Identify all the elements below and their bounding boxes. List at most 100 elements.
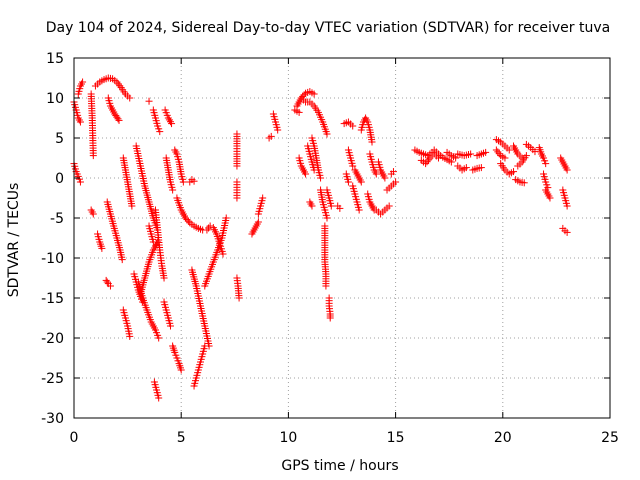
- series-arc22: [160, 298, 174, 330]
- x-tick-label: 5: [177, 430, 186, 446]
- plot-frame: [73, 57, 611, 419]
- series-arc54: [342, 170, 352, 186]
- data-point: [522, 152, 530, 160]
- series-arc12: [119, 306, 134, 340]
- series-arc25: [169, 342, 185, 374]
- data-point: [156, 128, 164, 136]
- series-arc60: [374, 158, 389, 182]
- y-tick-label: -30: [41, 411, 64, 427]
- data-point: [467, 150, 475, 158]
- data-point: [267, 132, 275, 140]
- series-arc17: [145, 222, 157, 246]
- y-tick-label: -15: [41, 291, 64, 307]
- series-arc53: [344, 146, 357, 170]
- data-point: [166, 322, 174, 330]
- data-point: [155, 394, 163, 402]
- y-tick-label: -10: [41, 251, 64, 267]
- data-point: [326, 314, 334, 322]
- data-point: [219, 250, 227, 258]
- x-tick-label: 0: [70, 430, 79, 446]
- series-arc79: [535, 144, 550, 168]
- data-point: [168, 120, 176, 128]
- series-arc31: [201, 214, 230, 290]
- data-point: [233, 162, 241, 170]
- data-point: [520, 179, 528, 187]
- data-point: [505, 146, 513, 154]
- series-arc37: [254, 194, 267, 218]
- series-arc8: [102, 276, 114, 290]
- data-point: [317, 174, 325, 182]
- series-arc26: [171, 146, 187, 186]
- series-arc81: [542, 186, 554, 202]
- series-arc39: [269, 110, 282, 134]
- data-point: [76, 178, 84, 186]
- data-point: [106, 282, 114, 290]
- series-arc83: [559, 186, 571, 210]
- data-point: [206, 222, 214, 230]
- series-arc9: [103, 198, 126, 264]
- series-arc84: [559, 224, 571, 236]
- data-point: [155, 334, 163, 342]
- series-arc78: [522, 140, 539, 156]
- data-point: [114, 115, 122, 123]
- data-point: [128, 202, 136, 210]
- series-arc69: [454, 150, 475, 160]
- series-arc52: [340, 118, 357, 130]
- series-arc2: [74, 78, 87, 98]
- series-arc10: [104, 94, 123, 124]
- data-point: [563, 166, 571, 174]
- series-arc82: [557, 154, 571, 174]
- data-point: [327, 202, 335, 210]
- series-arc45: [308, 134, 325, 182]
- data-point: [145, 97, 153, 105]
- series-arc27: [173, 194, 207, 234]
- data-point: [349, 162, 357, 170]
- data-point: [447, 158, 455, 166]
- data-point: [563, 228, 571, 236]
- data-point: [274, 126, 282, 134]
- data-point: [392, 178, 400, 186]
- data-point: [344, 178, 352, 186]
- y-tick-label: -5: [50, 211, 64, 227]
- data-point: [235, 294, 243, 302]
- data-point: [184, 217, 192, 225]
- series-arc49: [325, 294, 334, 322]
- x-axis-label: GPS time / hours: [281, 458, 398, 474]
- series-arc7: [94, 230, 106, 252]
- data-point: [169, 186, 177, 194]
- series-arc58: [366, 150, 380, 178]
- x-tick-label: 25: [601, 430, 619, 446]
- data-point: [308, 202, 316, 210]
- data-point: [259, 194, 267, 202]
- series-arc70: [469, 164, 485, 174]
- data-point: [233, 194, 241, 202]
- y-axis-label: SDTVAR / TECUs: [6, 183, 22, 298]
- data-point: [183, 216, 191, 224]
- series-arc44: [304, 142, 318, 174]
- series-arc32: [203, 222, 227, 258]
- data-point: [310, 90, 318, 98]
- series-arc67: [443, 148, 460, 162]
- series-arc48: [321, 222, 330, 290]
- data-point: [349, 122, 357, 130]
- series-arc24: [162, 154, 177, 194]
- series-arc11: [119, 154, 136, 210]
- series-arc57: [357, 114, 376, 146]
- series-arc80: [540, 170, 552, 192]
- series-arc29: [190, 342, 209, 390]
- data-point: [76, 118, 84, 126]
- series-arc56: [351, 166, 365, 186]
- series-arc38: [265, 132, 275, 142]
- data-point: [563, 202, 571, 210]
- y-tick-label: -25: [41, 371, 64, 387]
- series-arc43: [295, 154, 310, 178]
- data-point: [542, 160, 550, 168]
- data-point: [336, 204, 344, 212]
- grid-lines: [74, 58, 610, 418]
- data-point: [126, 94, 134, 102]
- data-point: [323, 130, 331, 138]
- series-arc61: [372, 202, 393, 218]
- data-point: [368, 138, 376, 146]
- series-arc62: [383, 178, 400, 194]
- data-point: [190, 177, 198, 185]
